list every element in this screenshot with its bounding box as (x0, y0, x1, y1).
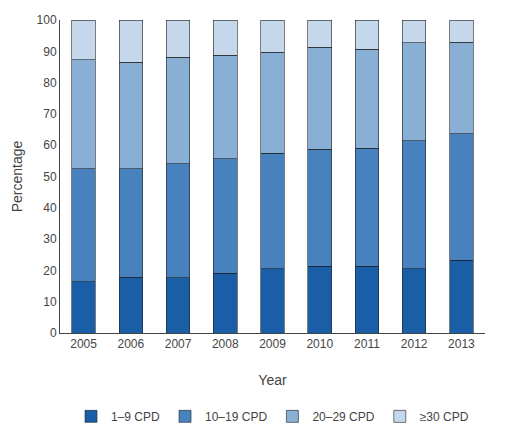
svg-text:2009: 2009 (259, 337, 286, 351)
svg-text:2005: 2005 (70, 337, 97, 351)
svg-text:2012: 2012 (401, 337, 428, 351)
svg-text:40: 40 (43, 201, 57, 215)
svg-text:20–29 CPD: 20–29 CPD (312, 410, 374, 424)
svg-text:20: 20 (43, 264, 57, 278)
svg-text:2013: 2013 (448, 337, 475, 351)
svg-text:2008: 2008 (212, 337, 239, 351)
svg-text:70: 70 (43, 107, 57, 121)
svg-text:Year: Year (258, 372, 287, 388)
svg-text:2011: 2011 (354, 337, 380, 351)
svg-text:Percentage: Percentage (9, 140, 25, 212)
svg-text:0: 0 (50, 326, 57, 340)
svg-text:2010: 2010 (306, 337, 333, 351)
svg-text:100: 100 (37, 13, 57, 27)
svg-text:30: 30 (43, 232, 57, 246)
svg-text:2007: 2007 (165, 337, 192, 351)
svg-text:10: 10 (43, 295, 57, 309)
svg-text:10–19 CPD: 10–19 CPD (205, 410, 267, 424)
svg-text:50: 50 (43, 170, 57, 184)
svg-text:≥30 CPD: ≥30 CPD (420, 410, 469, 424)
svg-text:90: 90 (43, 45, 57, 59)
svg-text:1–9 CPD: 1–9 CPD (111, 410, 160, 424)
svg-text:80: 80 (43, 76, 57, 90)
svg-text:2006: 2006 (117, 337, 144, 351)
svg-text:60: 60 (43, 138, 57, 152)
